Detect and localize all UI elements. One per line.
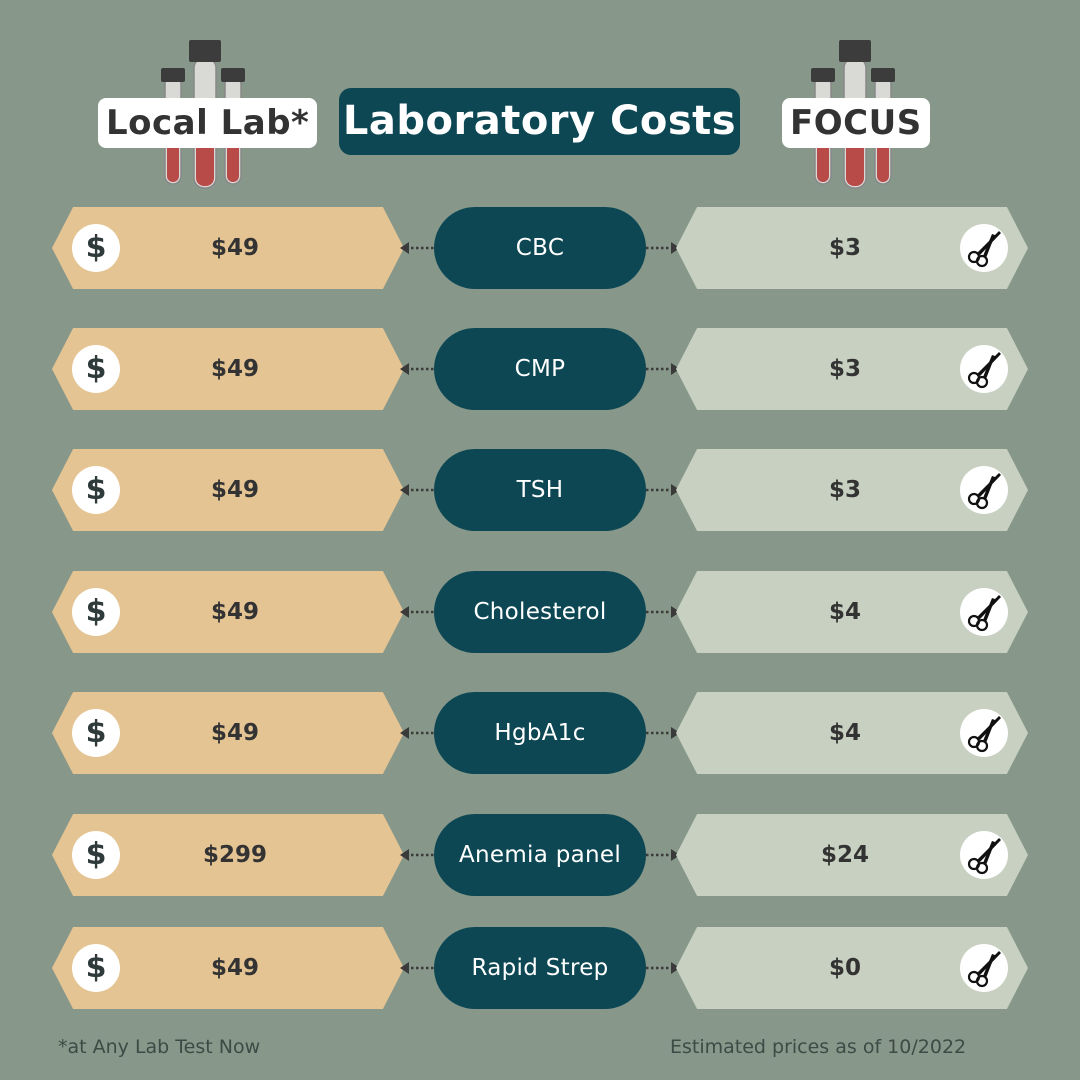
arrow-right-icon	[646, 240, 680, 260]
local-price: $299	[202, 842, 267, 868]
estimate-note: Estimated prices as of 10/2022	[670, 1036, 967, 1058]
local-price: $49	[210, 235, 259, 261]
arrow-right-icon	[646, 960, 680, 980]
dollar-icon: $	[72, 588, 120, 636]
comparison-row: $ $49 HgbA1c $4	[0, 692, 1080, 774]
focus-price: $24	[820, 842, 869, 868]
local-price: $49	[210, 720, 259, 746]
scissors-icon	[960, 709, 1008, 757]
arrow-left-icon	[400, 240, 434, 260]
dollar-icon: $	[72, 709, 120, 757]
test-name: Rapid Strep	[434, 927, 646, 1009]
comparison-row: $ $49 CMP $3	[0, 328, 1080, 410]
comparison-row: $ $299 Anemia panel $24	[0, 814, 1080, 896]
dollar-icon: $	[72, 944, 120, 992]
arrow-left-icon	[400, 604, 434, 624]
focus-price: $4	[828, 720, 861, 746]
scissors-icon	[960, 345, 1008, 393]
test-name: CMP	[434, 328, 646, 410]
focus-price: $3	[828, 235, 861, 261]
test-name: HgbA1c	[434, 692, 646, 774]
test-name: TSH	[434, 449, 646, 531]
local-price: $49	[210, 955, 259, 981]
focus-price: $0	[828, 955, 861, 981]
test-name: Anemia panel	[434, 814, 646, 896]
comparison-row: $ $49 Cholesterol $4	[0, 571, 1080, 653]
arrow-left-icon	[400, 847, 434, 867]
arrow-right-icon	[646, 604, 680, 624]
scissors-icon	[960, 588, 1008, 636]
arrow-left-icon	[400, 361, 434, 381]
page-title: Laboratory Costs	[339, 88, 740, 155]
comparison-row: $ $49 CBC $3	[0, 207, 1080, 289]
arrow-right-icon	[646, 482, 680, 502]
scissors-icon	[960, 224, 1008, 272]
scissors-icon	[960, 944, 1008, 992]
focus-price: $3	[828, 356, 861, 382]
local-price: $49	[210, 356, 259, 382]
focus-price: $4	[828, 599, 861, 625]
arrow-left-icon	[400, 725, 434, 745]
local-price: $49	[210, 477, 259, 503]
focus-price: $3	[828, 477, 861, 503]
arrow-left-icon	[400, 482, 434, 502]
arrow-right-icon	[646, 847, 680, 867]
test-name: Cholesterol	[434, 571, 646, 653]
local-lab-label: Local Lab*	[98, 98, 318, 148]
local-price: $49	[210, 599, 259, 625]
footnote: *at Any Lab Test Now	[58, 1036, 261, 1058]
test-name: CBC	[434, 207, 646, 289]
focus-label: FOCUS	[782, 98, 930, 148]
dollar-icon: $	[72, 831, 120, 879]
arrow-right-icon	[646, 725, 680, 745]
arrow-right-icon	[646, 361, 680, 381]
dollar-icon: $	[72, 466, 120, 514]
scissors-icon	[960, 831, 1008, 879]
scissors-icon	[960, 466, 1008, 514]
arrow-left-icon	[400, 960, 434, 980]
dollar-icon: $	[72, 224, 120, 272]
dollar-icon: $	[72, 345, 120, 393]
comparison-row: $ $49 Rapid Strep $0	[0, 927, 1080, 1009]
comparison-row: $ $49 TSH $3	[0, 449, 1080, 531]
